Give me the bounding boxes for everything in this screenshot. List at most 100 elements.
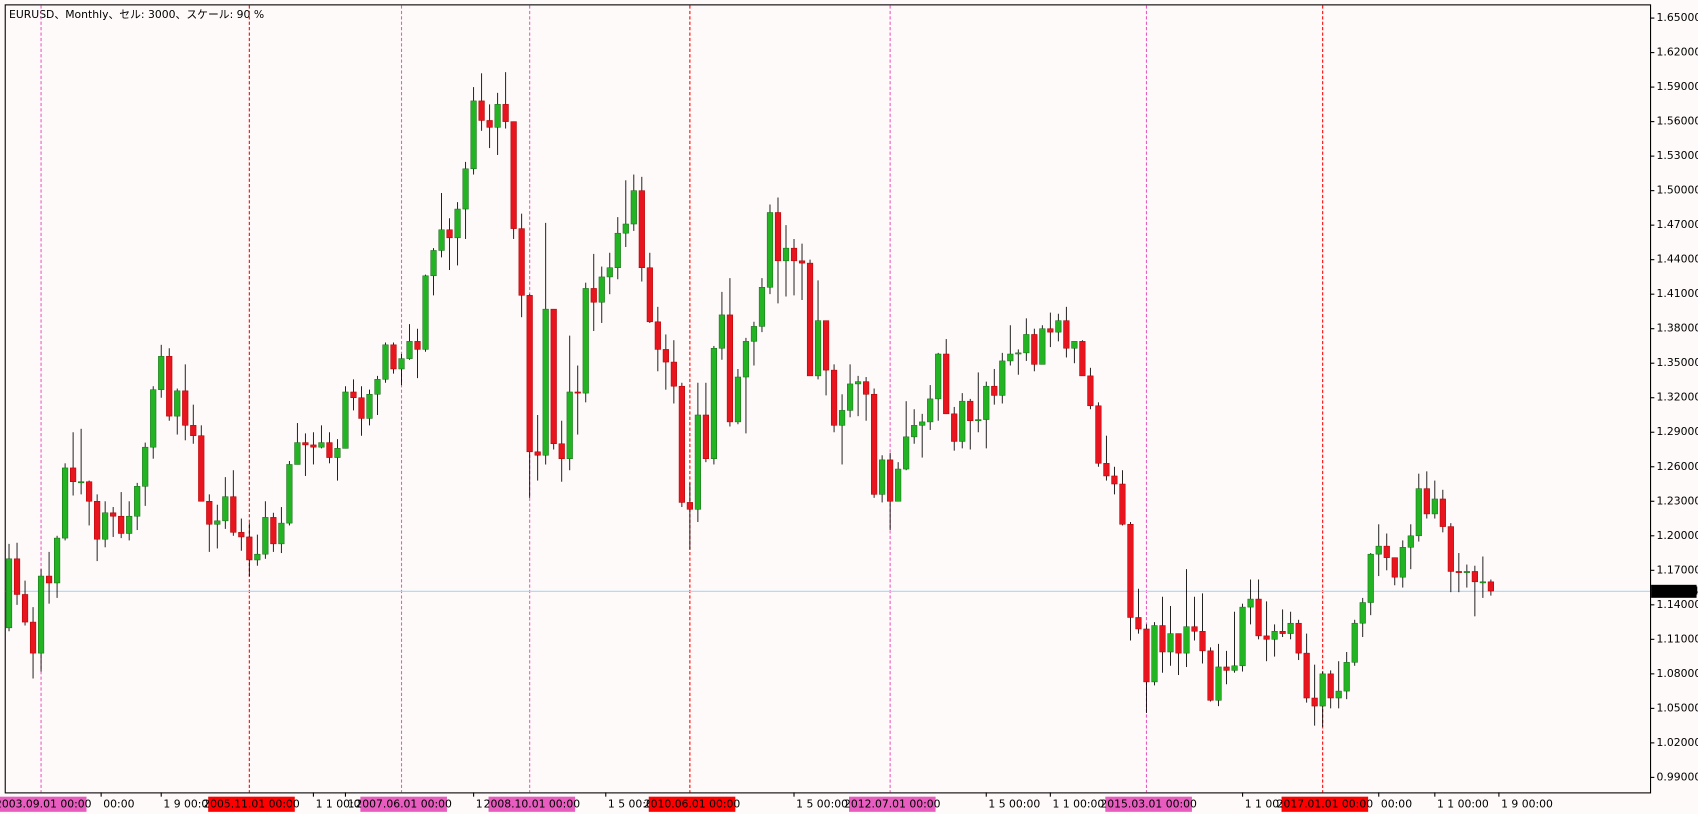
candle-body (1407, 535, 1414, 548)
y-tick-label: 1.50000 (1657, 184, 1698, 197)
candle-body (422, 275, 429, 350)
candle-body (350, 391, 357, 399)
candle-body (518, 228, 525, 296)
candle-body (879, 459, 886, 495)
candle-body (566, 391, 573, 459)
candle-body (1239, 606, 1246, 667)
x-tick-highlight (488, 796, 576, 812)
candle-body (1127, 524, 1134, 618)
y-tick-label: 1.08000 (1657, 667, 1698, 680)
candle-body (510, 121, 517, 229)
candle-body (959, 400, 966, 442)
candle-body (1415, 488, 1422, 537)
candle-body (94, 501, 101, 540)
candle-body (62, 467, 69, 539)
candle-body (630, 190, 637, 225)
candle-body (1159, 625, 1166, 653)
y-tick-label: 1.41000 (1657, 287, 1698, 300)
candle-body (895, 468, 902, 502)
candle-body (262, 517, 269, 555)
candle-body (614, 232, 621, 268)
x-tick-label: 1 5 00:00 (796, 797, 848, 810)
candle-body (919, 421, 926, 426)
candle-body (710, 347, 717, 459)
candle-body (750, 326, 758, 342)
candle-body (110, 512, 117, 517)
y-tick-label: 1.35000 (1657, 356, 1698, 369)
candle-body (382, 344, 389, 380)
candle-body (1447, 526, 1454, 572)
candle-body (142, 446, 149, 487)
candle-body (887, 459, 894, 502)
candle-body (686, 502, 693, 510)
x-tick-highlight (1105, 796, 1192, 812)
candle-body (654, 321, 661, 350)
candle-body (1031, 334, 1038, 365)
candle-body (1303, 652, 1310, 699)
candle-body (1207, 650, 1214, 701)
candle-body (478, 100, 485, 121)
candle-body (951, 413, 958, 442)
candle-body (5, 558, 13, 629)
candle-body (1215, 666, 1222, 701)
candle-body (1327, 673, 1334, 699)
y-tick-label: 1.62000 (1657, 46, 1698, 59)
candle-body (782, 247, 790, 262)
plot-border (4, 4, 1652, 794)
candle-body (1183, 626, 1190, 654)
x-tick-highlight (360, 796, 447, 812)
candle-body (766, 212, 774, 288)
candle-body (1055, 320, 1062, 333)
x-tick-label: 2017.01.01 00:00 (1277, 797, 1374, 810)
x-tick-label: 2010.06.01 00:00 (644, 797, 741, 810)
candle-body (502, 104, 509, 122)
y-tick-label: 1.17000 (1657, 563, 1698, 576)
candle-body (70, 467, 77, 482)
candle-body (1423, 488, 1430, 515)
candle-body (294, 442, 301, 465)
y-tick-label: 1.47000 (1657, 218, 1698, 231)
candle-body (29, 621, 37, 654)
candle-body (742, 341, 750, 378)
candle-body (1143, 628, 1150, 683)
candle-body (734, 376, 742, 423)
candle-body (78, 481, 85, 484)
candle-body (983, 385, 990, 420)
candle-body (822, 320, 830, 371)
candle-body (999, 360, 1006, 396)
candle-body (37, 575, 45, 654)
y-tick-label: 0.99000 (1657, 770, 1698, 783)
candle-body (1047, 328, 1054, 333)
y-tick-label: 1.32000 (1657, 391, 1698, 404)
candle-body (975, 419, 982, 422)
y-tick-label: 1.29000 (1657, 425, 1698, 438)
candle-body (118, 515, 125, 534)
candle-body (430, 250, 437, 277)
candle-body (1095, 405, 1102, 464)
candle-body (158, 356, 165, 390)
candle-body (1463, 571, 1470, 573)
y-tick-label: 1.26000 (1657, 460, 1698, 473)
y-tick-label: 1.53000 (1657, 149, 1698, 162)
candle-body (646, 267, 653, 323)
candle-body (358, 397, 365, 419)
candle-body (1023, 334, 1030, 354)
candle-body (486, 120, 493, 128)
y-tick-label: 1.56000 (1657, 115, 1698, 128)
candle-body (1199, 631, 1206, 652)
chart-title: EURUSD、Monthly、セル: 3000、スケール: 90 % (9, 8, 264, 21)
candle-body (366, 394, 373, 419)
candle-body (454, 208, 461, 239)
candle-body (1007, 353, 1014, 362)
candle-body (1455, 571, 1462, 573)
x-tick-label: 2015.03.01 00:00 (1100, 797, 1197, 810)
candle-body (1111, 475, 1118, 485)
candle-body (182, 390, 189, 426)
candle-body (1015, 352, 1022, 355)
candle-body (462, 168, 469, 210)
candle-body (622, 223, 629, 234)
candle-body (270, 517, 277, 545)
candle-body (174, 390, 181, 417)
candle-body (342, 391, 349, 449)
candle-body (846, 383, 854, 411)
